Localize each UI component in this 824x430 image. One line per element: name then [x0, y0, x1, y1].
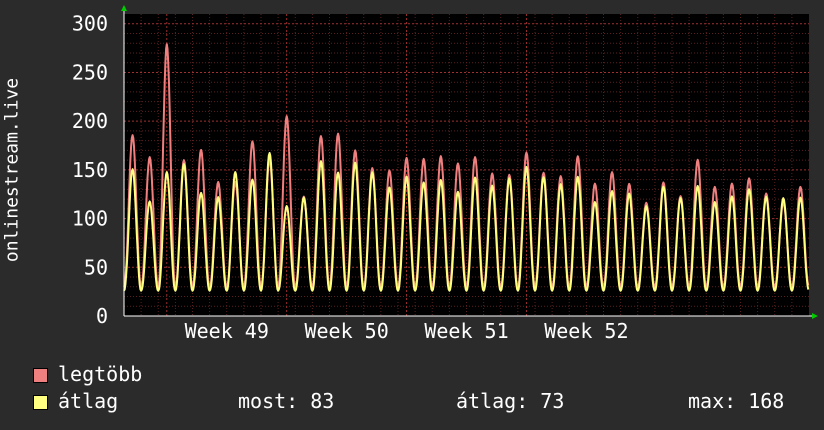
x-axis-arrow-icon — [812, 313, 818, 319]
y-tick-label: 50 — [84, 255, 108, 279]
stat-now: most: 83 — [238, 389, 334, 413]
legend-label-avg: átlag — [58, 389, 119, 413]
y-axis-arrow-icon — [121, 5, 127, 11]
stat-max: max: 168 — [688, 389, 784, 413]
axes — [121, 5, 818, 319]
x-tick-label: Week 51 — [424, 319, 508, 343]
x-tick-label: Week 50 — [304, 319, 388, 343]
y-tick-label: 300 — [72, 12, 108, 36]
x-tick-label: Week 52 — [544, 319, 628, 343]
legend-swatch-max — [33, 368, 48, 383]
y-tick-label: 250 — [72, 60, 108, 84]
stat-now-value: 83 — [310, 389, 335, 413]
stat-now-label: most: — [238, 389, 299, 413]
y-axis-title: onlinestream.live — [1, 77, 23, 263]
y-tick-label: 200 — [72, 109, 108, 133]
legend-swatch-avg — [33, 395, 48, 410]
stat-max-value: 168 — [748, 389, 785, 413]
x-tick-label: Week 49 — [185, 319, 269, 343]
y-tick-label: 0 — [96, 304, 108, 328]
stat-max-label: max: — [688, 389, 737, 413]
x-tick-labels: Week 49 Week 50 Week 51 Week 52 — [185, 319, 629, 343]
stat-avg: átlag: 73 — [456, 389, 564, 413]
y-tick-label: 100 — [72, 207, 108, 231]
series-lines — [123, 43, 810, 292]
y-tick-labels: 0 50 100 150 200 250 300 — [72, 12, 108, 328]
stat-avg-value: 73 — [540, 389, 565, 413]
y-tick-label: 150 — [72, 158, 108, 182]
chart-svg: 0 50 100 150 200 250 300 Week 49 Week 50 Week 51… — [72, 5, 818, 343]
stat-avg-label: átlag: — [456, 389, 529, 413]
legend-label-max: legtöbb — [58, 362, 143, 386]
series-line-1 — [123, 152, 810, 292]
